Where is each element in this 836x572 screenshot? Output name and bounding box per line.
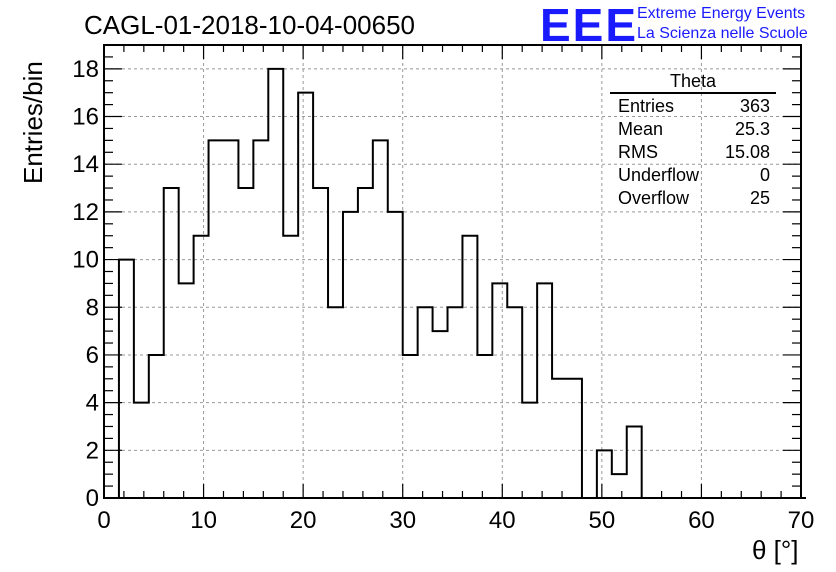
histogram-bin (149, 355, 164, 498)
histogram-bin (537, 283, 552, 498)
stats-row-entries: Entries 363 (610, 95, 776, 118)
y-tick-label: 12 (72, 199, 99, 226)
stats-label: Overflow (618, 188, 690, 208)
x-tick-label: 20 (290, 507, 317, 534)
y-axis-label: Entries/bin (18, 61, 48, 184)
stats-label: RMS (618, 142, 658, 162)
histogram-bin (552, 379, 567, 498)
y-tick-label: 4 (86, 390, 99, 417)
x-tick-label: 0 (97, 507, 110, 534)
stats-value: 25.3 (734, 119, 770, 139)
histogram-outline (104, 67, 806, 499)
stats-row-underflow: Underflow 0 (610, 164, 776, 187)
stats-row-overflow: Overflow 25 (610, 187, 776, 210)
histogram-bin (238, 188, 253, 498)
y-tick-label: 10 (72, 247, 99, 274)
stats-label: Mean (618, 119, 664, 139)
histogram-bin (253, 140, 268, 498)
stats-label: Underflow (618, 165, 700, 185)
logo-line-1: Extreme Energy Events (637, 5, 806, 22)
y-tick-label: 2 (86, 437, 99, 464)
y-tick-label: 0 (86, 485, 99, 512)
histogram-bin (597, 450, 612, 498)
logo-caption: Extreme Energy Events La Scienza nelle S… (637, 4, 808, 44)
plot-frame (103, 44, 802, 499)
histogram-bin (119, 260, 134, 498)
y-tick-label: 18 (72, 56, 99, 83)
stats-value: 25 (749, 188, 770, 208)
histogram-bin (283, 236, 298, 498)
x-tick-label: 30 (389, 507, 416, 534)
histogram-bin (194, 236, 209, 498)
histogram-bin (403, 355, 418, 498)
histogram-bin (373, 140, 388, 498)
x-tick-label: 60 (688, 507, 715, 534)
stats-label: Entries (618, 96, 675, 116)
y-tick-label: 14 (72, 151, 99, 178)
x-tick-label: 10 (190, 507, 217, 534)
histogram-bin (627, 426, 642, 498)
histogram-bin (209, 140, 224, 498)
y-tick-label: 6 (86, 342, 99, 369)
stats-row-rms: RMS 15.08 (610, 141, 776, 164)
stats-row-mean: Mean 25.3 (610, 118, 776, 141)
x-axis-label: θ [°] (752, 535, 799, 565)
y-tick-label: 8 (86, 294, 99, 321)
histogram-bin (477, 355, 492, 498)
histogram-bin (313, 188, 328, 498)
x-tick-label: 50 (589, 507, 616, 534)
histogram-bin (492, 283, 507, 498)
stats-box: Theta Entries 363 Mean 25.3 RMS 15.08 Un… (610, 71, 776, 210)
histogram-bin (164, 188, 179, 498)
stats-value: 0 (759, 165, 770, 185)
chart-title: CAGL-01-2018-10-04-00650 (84, 10, 415, 40)
stats-title: Theta (610, 71, 776, 94)
logo-line-2: La Scienza nelle Scuole (637, 25, 808, 42)
histogram-bin (268, 69, 283, 498)
histogram-bin (223, 140, 238, 498)
x-tick-label: 40 (489, 507, 516, 534)
histogram-bin (179, 283, 194, 498)
x-tick-label: 70 (788, 507, 815, 534)
stats-value: 363 (739, 96, 770, 116)
histogram-bin (612, 474, 627, 498)
histogram-bin (358, 188, 373, 498)
stats-value: 15.08 (724, 142, 770, 162)
eee-logo: EEE (540, 0, 639, 51)
y-tick-label: 16 (72, 104, 99, 131)
histogram-bin (433, 331, 448, 498)
histogram-bin (298, 93, 313, 498)
histogram-bin (462, 236, 477, 498)
histogram-bin (567, 379, 582, 498)
